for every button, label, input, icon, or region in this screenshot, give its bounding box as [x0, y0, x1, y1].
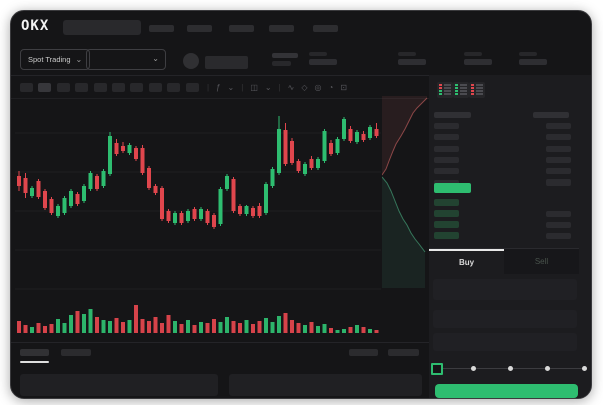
screenshot-icon[interactable]: ◎	[314, 83, 322, 92]
book-asks-icon-glyph	[471, 84, 483, 95]
stat-value-placeholder	[309, 59, 337, 65]
coin-icon	[183, 53, 199, 69]
fullscreen-icon[interactable]: ⊡	[340, 83, 348, 92]
toolbar-button[interactable]	[130, 83, 144, 92]
chevron-down-icon[interactable]: ⌄	[264, 83, 272, 92]
toolbar-divider: |	[241, 83, 244, 92]
okx-logo[interactable]: OKX	[21, 18, 50, 34]
bid-amount-placeholder	[546, 233, 571, 239]
stat-value-placeholder	[519, 59, 547, 65]
bid-price-placeholder[interactable]	[434, 232, 459, 239]
toolbar-button[interactable]	[93, 83, 107, 92]
bid-price-placeholder[interactable]	[434, 199, 459, 206]
bottom-tab-indicator	[20, 361, 49, 363]
ask-amount-placeholder	[546, 134, 571, 141]
bid-amount-placeholder	[546, 222, 571, 228]
chevron-down-icon: ⌄	[75, 54, 83, 64]
ask-amount-placeholder	[546, 156, 571, 163]
book-combined-icon[interactable]	[437, 82, 453, 98]
book-bids-icon[interactable]	[453, 82, 469, 98]
stat-label-placeholder	[464, 52, 482, 56]
app-window: OKX Spot Trading ⌄ ⌄ | ƒ ⌄ | ◫ ⌄ | ∿ ◇ ◎ ◔ ⊡ Buy Sel…	[10, 10, 592, 399]
toolbar-button[interactable]	[112, 83, 125, 92]
candle-style-icon[interactable]: ◫	[250, 83, 258, 92]
slider-stop-dot[interactable]	[545, 366, 550, 371]
bid-amount-placeholder	[546, 211, 571, 217]
slider-stop-dot[interactable]	[508, 366, 513, 371]
ask-amount-placeholder	[546, 123, 571, 129]
chevron-down-icon[interactable]: ⌄	[227, 83, 235, 92]
toolbar-divider: |	[278, 83, 281, 92]
bottom-tab-active[interactable]	[20, 349, 49, 356]
pair-selector-dropdown[interactable]: ⌄	[86, 49, 166, 70]
nav-item[interactable]	[269, 25, 294, 32]
slider-stop-dot[interactable]	[471, 366, 476, 371]
trade-input-field[interactable]	[433, 333, 577, 351]
toolbar-button[interactable]	[38, 83, 52, 92]
stat-label-placeholder	[309, 52, 327, 56]
market-mode-label: Spot Trading	[28, 55, 71, 64]
stat-label-placeholder	[519, 52, 537, 56]
price-change-placeholder	[272, 61, 291, 66]
nav-item[interactable]	[229, 25, 254, 32]
ask-price-placeholder[interactable]	[434, 179, 459, 186]
pair-name-placeholder	[205, 56, 248, 69]
ask-price-placeholder[interactable]	[434, 156, 459, 163]
bid-price-placeholder[interactable]	[434, 210, 459, 217]
orderbook-panel: Buy Sell	[429, 75, 591, 398]
bid-price-placeholder[interactable]	[434, 221, 459, 228]
nav-item[interactable]	[313, 25, 338, 32]
timer-icon[interactable]: ◔	[328, 83, 334, 92]
orderbook-amount-header	[533, 112, 569, 118]
last-price-placeholder	[272, 53, 298, 58]
bottom-action-button[interactable]	[349, 349, 378, 356]
depth-chart	[382, 96, 428, 288]
history-table-placeholder	[229, 374, 422, 396]
draw-tool-icon[interactable]: ◇	[301, 83, 308, 92]
trade-input-field[interactable]	[433, 310, 577, 328]
chart-tool-icons: | ƒ ⌄ | ◫ ⌄ | ∿ ◇ ◎ ◔ ⊡	[207, 81, 347, 95]
tab-sell[interactable]: Sell	[504, 249, 579, 274]
toolbar-button[interactable]	[148, 83, 162, 92]
search-input[interactable]	[63, 20, 141, 35]
orders-table-placeholder	[20, 374, 218, 396]
trade-input-field[interactable]	[433, 279, 577, 300]
line-tool-icon[interactable]: ∿	[287, 83, 295, 92]
last-price-badge[interactable]	[434, 183, 471, 193]
market-mode-dropdown[interactable]: Spot Trading ⌄	[20, 49, 91, 70]
bottom-tab[interactable]	[61, 349, 91, 356]
ask-price-placeholder[interactable]	[434, 123, 459, 129]
ask-amount-placeholder	[546, 145, 571, 152]
indicators-icon[interactable]: ƒ	[216, 83, 221, 92]
candlestick-chart[interactable]	[15, 96, 381, 341]
ask-price-placeholder[interactable]	[434, 145, 459, 152]
toolbar-button[interactable]	[56, 83, 70, 92]
ask-price-placeholder[interactable]	[434, 168, 459, 175]
ask-amount-placeholder	[546, 168, 571, 175]
nav-item[interactable]	[187, 25, 212, 32]
slider-stop-dot[interactable]	[582, 366, 587, 371]
toolbar-button[interactable]	[20, 83, 33, 92]
toolbar-button[interactable]	[167, 83, 181, 92]
toolbar-button[interactable]	[185, 83, 199, 92]
book-asks-icon[interactable]	[469, 82, 485, 98]
stat-value-placeholder	[398, 59, 426, 65]
slider-handle[interactable]	[431, 363, 443, 375]
stat-value-placeholder	[464, 59, 492, 65]
ask-amount-placeholder	[546, 179, 571, 185]
book-combined-icon-glyph	[439, 84, 451, 95]
ask-price-placeholder[interactable]	[434, 134, 459, 141]
book-bids-icon-glyph	[455, 84, 467, 95]
toolbar-button[interactable]	[75, 83, 89, 92]
orderbook-price-header	[434, 112, 471, 118]
stat-label-placeholder	[398, 52, 416, 56]
tab-buy[interactable]: Buy	[429, 249, 504, 274]
bottom-action-button[interactable]	[388, 349, 419, 356]
nav-item[interactable]	[149, 25, 174, 32]
chevron-down-icon: ⌄	[152, 54, 159, 63]
toolbar-divider: |	[207, 83, 210, 92]
buy-submit-button[interactable]	[435, 384, 578, 398]
